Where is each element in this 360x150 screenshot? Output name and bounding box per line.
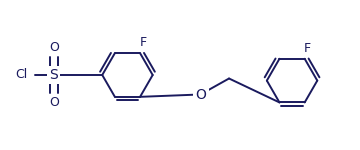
Text: Cl: Cl	[15, 69, 27, 81]
Text: S: S	[50, 68, 58, 82]
Text: F: F	[139, 36, 147, 49]
Text: O: O	[195, 88, 206, 102]
Text: F: F	[304, 42, 311, 55]
Text: O: O	[49, 41, 59, 54]
Text: O: O	[49, 96, 59, 109]
